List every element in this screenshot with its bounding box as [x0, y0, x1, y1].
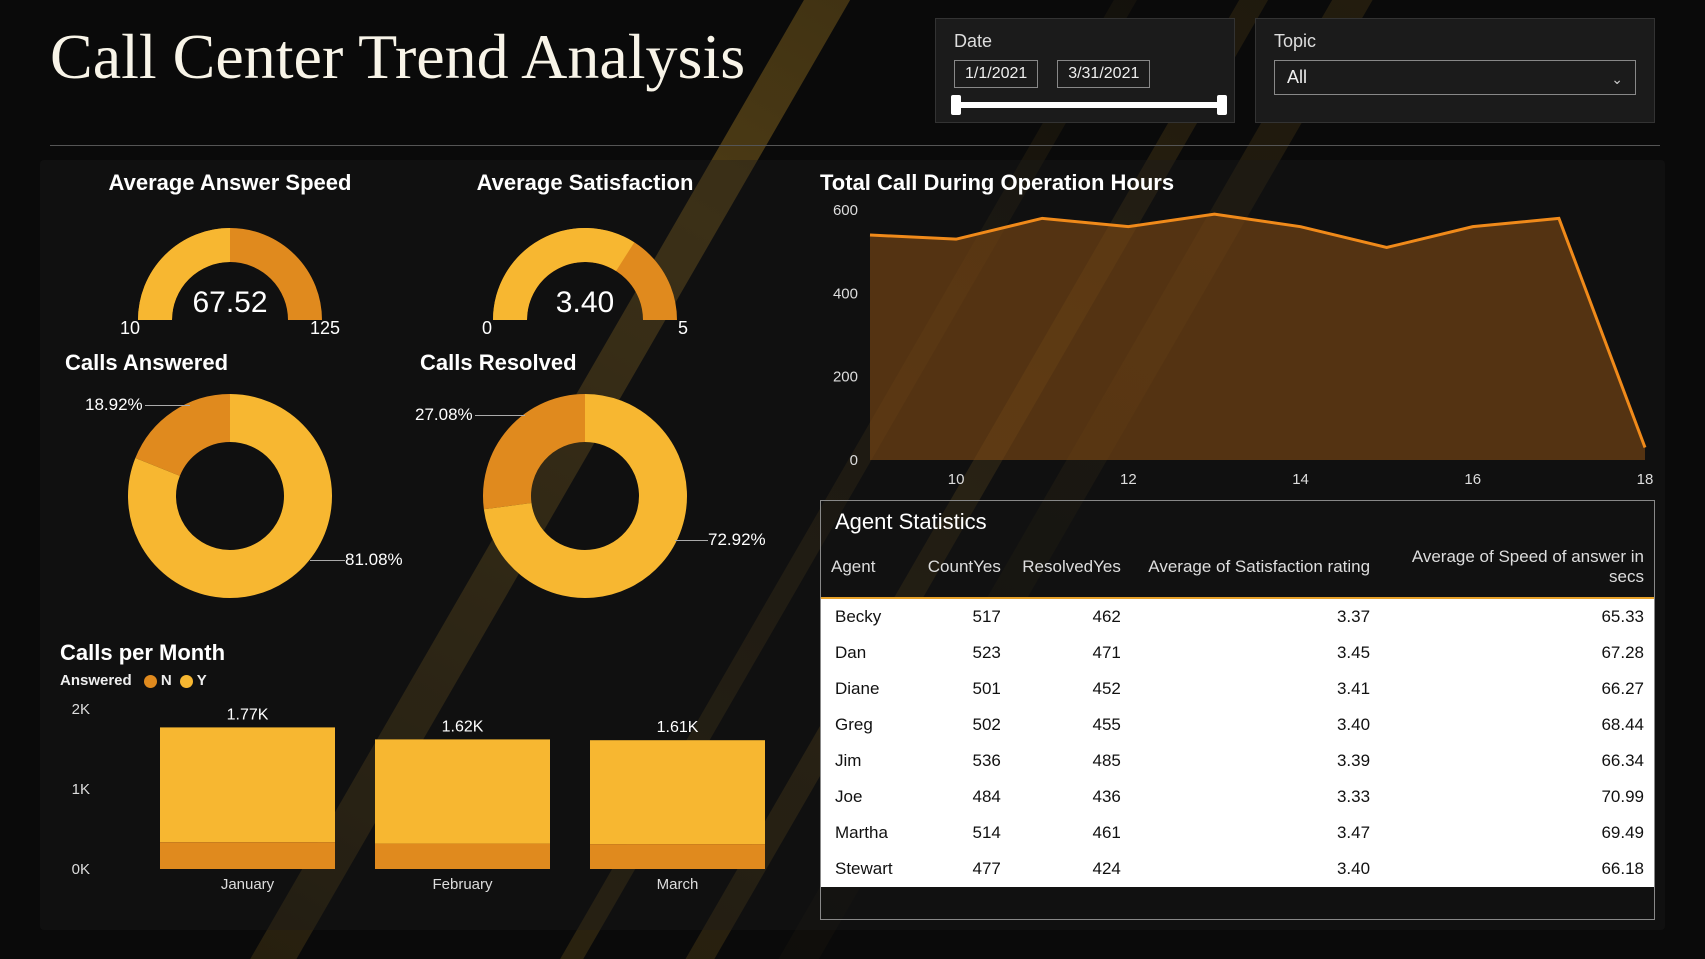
donut-resolved-pct-no: 27.08%	[415, 405, 473, 425]
agent-stats-card: Agent Statistics AgentCountYesResolvedYe…	[820, 500, 1655, 920]
svg-text:2K: 2K	[72, 701, 90, 718]
gauge-satisfaction-title: Average Satisfaction	[420, 170, 750, 196]
date-to-input[interactable]: 3/31/2021	[1057, 60, 1150, 88]
svg-text:400: 400	[833, 285, 858, 302]
table-header[interactable]: ResolvedYes	[1011, 539, 1131, 598]
donut-calls-resolved-title: Calls Resolved	[420, 350, 780, 376]
topic-dropdown-value: All	[1287, 67, 1307, 87]
table-row[interactable]: Greg5024553.4068.44	[821, 707, 1654, 743]
svg-text:600: 600	[833, 202, 858, 219]
table-row[interactable]: Martha5144613.4769.49	[821, 815, 1654, 851]
svg-text:March: March	[657, 876, 699, 893]
table-header[interactable]: Average of Satisfaction rating	[1131, 539, 1380, 598]
donut-calls-resolved-chart	[475, 381, 695, 601]
gauge-satisfaction-min: 0	[482, 318, 492, 339]
calls-per-month-title: Calls per Month	[60, 640, 780, 666]
gauge-satisfaction-chart: 3.40	[455, 200, 715, 330]
svg-text:1.62K: 1.62K	[442, 718, 484, 735]
total-call-area-title: Total Call During Operation Hours	[820, 170, 1655, 196]
table-row[interactable]: Joe4844363.3370.99	[821, 779, 1654, 815]
table-header[interactable]: Average of Speed of answer in secs	[1380, 539, 1654, 598]
topic-filter-card: Topic All ⌄	[1255, 18, 1655, 123]
donut-answered-pct-yes: 81.08%	[345, 550, 403, 570]
svg-text:1.77K: 1.77K	[227, 706, 269, 723]
svg-text:February: February	[432, 876, 493, 893]
calls-per-month-legend: Answered NY	[60, 672, 780, 689]
svg-text:0K: 0K	[72, 861, 90, 878]
page-title: Call Center Trend Analysis	[50, 20, 745, 94]
svg-text:200: 200	[833, 369, 858, 386]
donut-calls-resolved: Calls Resolved 27.08% 72.92%	[420, 350, 780, 606]
table-row[interactable]: Dan5234713.4567.28	[821, 635, 1654, 671]
svg-text:1.61K: 1.61K	[657, 719, 699, 736]
calls-per-month-card: Calls per Month Answered NY 0K 1K 2K 1.77K J…	[60, 640, 780, 910]
svg-text:14: 14	[1292, 471, 1309, 488]
table-header[interactable]: Agent	[821, 539, 911, 598]
gauge-answer-speed-chart: 67.52	[100, 200, 360, 330]
agent-stats-title: Agent Statistics	[821, 501, 1654, 539]
calls-per-month-chart: 0K 1K 2K 1.77K January 1.62K February 1.61K Marc…	[60, 689, 780, 899]
gauge-answer-speed-title: Average Answer Speed	[65, 170, 395, 196]
svg-text:18: 18	[1637, 471, 1654, 488]
date-range-slider[interactable]	[954, 102, 1224, 108]
svg-text:January: January	[221, 876, 275, 893]
svg-text:0: 0	[850, 452, 858, 469]
donut-answered-pct-no: 18.92%	[85, 395, 143, 415]
gauge-answer-speed-max: 125	[310, 318, 340, 339]
topic-dropdown[interactable]: All ⌄	[1274, 60, 1636, 95]
agent-stats-table: AgentCountYesResolvedYesAverage of Satis…	[821, 539, 1654, 887]
table-row[interactable]: Becky5174623.3765.33	[821, 598, 1654, 635]
svg-text:67.52: 67.52	[192, 286, 267, 319]
donut-calls-answered-chart	[120, 381, 340, 601]
total-call-area-chart: 0 200 400 600 10 12 14 16 18	[820, 200, 1655, 490]
date-filter-label: Date	[954, 31, 1216, 52]
gauge-satisfaction: Average Satisfaction 3.40 0 5	[420, 170, 750, 330]
table-row[interactable]: Jim5364853.3966.34	[821, 743, 1654, 779]
date-from-input[interactable]: 1/1/2021	[954, 60, 1038, 88]
donut-calls-answered-title: Calls Answered	[65, 350, 425, 376]
gauge-satisfaction-max: 5	[678, 318, 688, 339]
svg-text:16: 16	[1464, 471, 1481, 488]
table-header[interactable]: CountYes	[911, 539, 1011, 598]
divider	[50, 145, 1660, 146]
svg-text:3.40: 3.40	[556, 286, 614, 319]
table-row[interactable]: Stewart4774243.4066.18	[821, 851, 1654, 887]
chevron-down-icon: ⌄	[1611, 71, 1623, 88]
topic-filter-label: Topic	[1274, 31, 1636, 52]
svg-text:1K: 1K	[72, 781, 90, 798]
gauge-answer-speed: Average Answer Speed 67.52 10 125	[65, 170, 395, 330]
legend-title: Answered	[60, 672, 132, 689]
gauge-answer-speed-min: 10	[120, 318, 140, 339]
table-row[interactable]: Diane5014523.4166.27	[821, 671, 1654, 707]
donut-resolved-pct-yes: 72.92%	[708, 530, 766, 550]
svg-text:10: 10	[948, 471, 965, 488]
svg-text:12: 12	[1120, 471, 1137, 488]
total-call-area-card: Total Call During Operation Hours 0 200 40…	[820, 170, 1655, 490]
date-filter-card: Date 1/1/2021 3/31/2021	[935, 18, 1235, 123]
donut-calls-answered: Calls Answered 18.92% 81.08%	[65, 350, 425, 606]
